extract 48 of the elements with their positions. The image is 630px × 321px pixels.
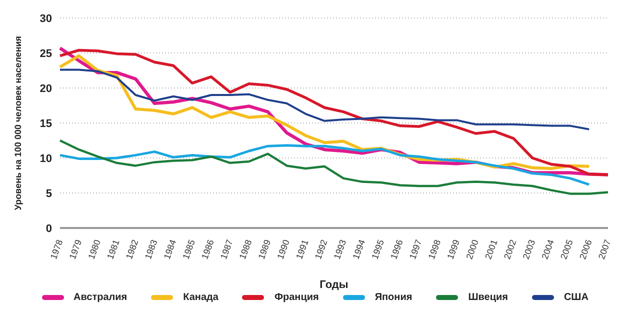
legend-label: Австралия <box>74 292 128 303</box>
x-tick-label: 1984 <box>162 238 178 261</box>
x-tick-label: 2005 <box>558 238 575 261</box>
x-tick-label: 2007 <box>596 238 613 261</box>
line-series <box>58 139 610 195</box>
x-tick-label: 1995 <box>370 238 386 261</box>
y-axis-title: Уровень на 100 000 человек населения <box>13 36 24 210</box>
y-tick-label: 5 <box>46 188 52 200</box>
y-tick-label: 20 <box>40 82 52 95</box>
x-tick-label: 1978 <box>48 238 65 261</box>
x-tick-label: 1997 <box>407 238 424 261</box>
x-tick-label: 1992 <box>313 238 330 261</box>
x-tick-label: 1999 <box>445 238 462 261</box>
x-axis-title: Годы <box>320 279 348 291</box>
y-tick-label: 10 <box>40 152 52 165</box>
x-tick-label: 1988 <box>237 238 254 261</box>
line-series <box>58 144 590 186</box>
x-tick-label: 1982 <box>124 238 140 261</box>
x-tick-label: 1998 <box>426 238 443 261</box>
x-tick-label: 2004 <box>540 238 556 261</box>
y-tick-label: 25 <box>40 48 52 60</box>
legend-label: США <box>564 292 588 303</box>
x-tick-label: 2000 <box>464 238 480 261</box>
x-tick-label: 2002 <box>502 238 518 261</box>
x-tick-label: 1990 <box>275 238 292 261</box>
x-tick-label: 2001 <box>483 238 500 261</box>
line-series <box>59 68 590 130</box>
x-tick-label: 1991 <box>294 238 310 261</box>
legend-label: Япония <box>374 292 412 303</box>
x-tick-label: 1996 <box>388 238 405 261</box>
x-tick-label: 1979 <box>67 238 84 261</box>
x-tick-label: 1994 <box>350 238 368 261</box>
x-tick-label: 2006 <box>578 238 594 261</box>
x-tick-label: 1987 <box>218 238 235 261</box>
x-tick-label: 1985 <box>180 238 197 261</box>
y-tick-label: 0 <box>46 222 52 235</box>
x-tick-label: 1993 <box>332 238 348 261</box>
y-tick-label: 30 <box>40 12 52 25</box>
x-tick-label: 1980 <box>86 238 102 261</box>
y-tick-label: 15 <box>40 118 52 130</box>
x-tick-label: 2003 <box>520 238 538 261</box>
x-tick-label: 1981 <box>105 238 122 261</box>
x-tick-label: 1986 <box>200 238 216 261</box>
legend-label: Швеция <box>468 292 508 303</box>
legend-label: Франция <box>274 292 319 303</box>
x-tick-label: 1983 <box>142 238 160 261</box>
legend-label: Канада <box>183 292 218 303</box>
x-tick-label: 1989 <box>256 238 273 261</box>
